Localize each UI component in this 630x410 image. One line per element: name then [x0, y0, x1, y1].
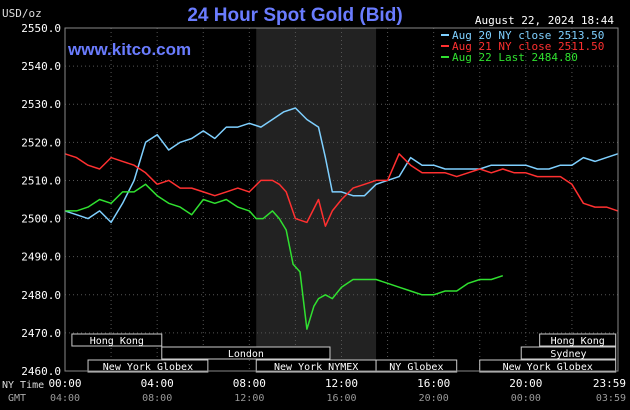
market-session-label: Hong Kong — [90, 336, 144, 347]
y-tick-label: 2460.0 — [21, 365, 61, 378]
market-session-box — [87, 359, 209, 373]
x-tick-label-ny: 23:59 — [593, 377, 626, 390]
x-tick-label-ny: 16:00 — [417, 377, 450, 390]
y-tick-label: 2550.0 — [21, 22, 61, 35]
y-tick-label: 2480.0 — [21, 289, 61, 302]
legend: Aug 20 NY close 2513.50 Aug 21 NY close … — [441, 29, 604, 64]
x-tick-label-gmt: 00:00 — [511, 393, 541, 404]
x-tick-label-ny: 04:00 — [141, 377, 174, 390]
market-session-label: Hong Kong — [551, 336, 605, 347]
x-tick-label-gmt: 08:00 — [142, 393, 172, 404]
y-tick-label: 2530.0 — [21, 98, 61, 111]
x-tick-label-ny: 20:00 — [509, 377, 542, 390]
y-tick-label: 2500.0 — [21, 213, 61, 226]
market-session-box — [520, 346, 617, 360]
market-session-label: New York Globex — [103, 362, 193, 373]
legend-item-aug22: Aug 22 Last 2484.80 — [452, 51, 578, 64]
gmt-row-label: GMT — [8, 393, 26, 404]
series-line-2 — [64, 153, 619, 227]
x-tick-label-gmt: 20:00 — [419, 393, 449, 404]
chart-title: 24 Hour Spot Gold (Bid) — [187, 5, 402, 26]
y-tick-label: 2470.0 — [21, 327, 61, 340]
market-session-box — [539, 333, 617, 347]
y-tick-label: 2520.0 — [21, 136, 61, 149]
legend-item-aug21: Aug 21 NY close 2511.50 — [452, 40, 604, 53]
market-session-box — [71, 333, 163, 347]
market-session-box — [161, 346, 331, 360]
plot-frame — [64, 27, 619, 372]
legend-item-aug20: Aug 20 NY close 2513.50 — [452, 29, 604, 42]
x-tick-label-gmt: 16:00 — [326, 393, 356, 404]
market-session-box — [375, 359, 458, 373]
x-tick-label-ny: 12:00 — [325, 377, 358, 390]
y-tick-label: 2490.0 — [21, 251, 61, 264]
ny-time-row-label: NY Time — [2, 380, 44, 391]
series-line-1 — [64, 107, 619, 224]
y-tick-label: 2510.0 — [21, 174, 61, 187]
market-session-box — [479, 359, 617, 373]
y-tick-label: 2540.0 — [21, 60, 61, 73]
market-session-label: New York NYMEX — [274, 362, 358, 373]
timestamp: August 22, 2024 18:44 — [475, 14, 614, 27]
x-tick-label-gmt: 03:59 — [596, 393, 626, 404]
site-link[interactable]: www.kitco.com — [67, 40, 191, 59]
x-tick-label-ny: 00:00 — [48, 377, 81, 390]
units-label: USD/oz — [2, 7, 42, 20]
series-line-3 — [65, 183, 504, 330]
x-tick-label-gmt: 12:00 — [234, 393, 264, 404]
x-tick-label-gmt: 04:00 — [50, 393, 80, 404]
market-session-label: Sydney — [550, 349, 586, 360]
market-session-label: London — [228, 349, 264, 360]
market-session-label: New York Globex — [503, 362, 593, 373]
x-tick-label-ny: 08:00 — [233, 377, 266, 390]
market-session-label: NY Globex — [389, 362, 443, 373]
nymex-session-shade — [256, 28, 377, 371]
